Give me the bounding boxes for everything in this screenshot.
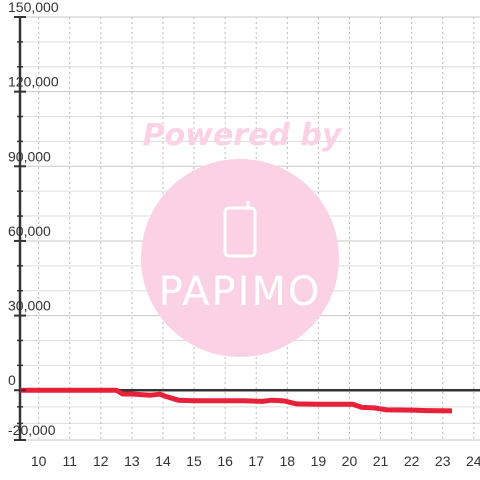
watermark-circle	[141, 159, 339, 357]
x-tick-label: 17	[248, 453, 264, 469]
x-tick-label: 12	[93, 453, 109, 469]
x-tick-label: 24	[466, 453, 480, 469]
x-tick-label: 22	[404, 453, 420, 469]
x-tick-label: 10	[31, 453, 47, 469]
series-line	[20, 387, 453, 414]
y-tick-label: 0	[8, 372, 16, 388]
x-tick-label: 11	[62, 453, 77, 469]
x-tick-label: 18	[280, 453, 296, 469]
y-tick-label: 60,000	[8, 223, 51, 239]
watermark: Powered by PAPIMO	[141, 118, 343, 357]
series-layer	[20, 387, 453, 414]
y-tick-label: 90,000	[8, 148, 51, 164]
y-tick-label: 150,000	[8, 0, 59, 15]
y-tick-label: 30,000	[8, 298, 51, 314]
x-tick-label: 20	[342, 453, 358, 469]
phone-icon	[223, 201, 257, 258]
y-tick-label: -20,000	[8, 422, 56, 438]
x-tick-label: 15	[186, 453, 202, 469]
x-tick-label: 21	[373, 453, 389, 469]
x-tick-label: 14	[155, 453, 171, 469]
x-tick-label: 19	[311, 453, 327, 469]
x-tick-label: 13	[124, 453, 140, 469]
watermark-text: Powered by	[143, 118, 343, 153]
x-tick-label: 16	[217, 453, 233, 469]
y-tick-label: 120,000	[8, 74, 59, 90]
x-tick-label: 23	[435, 453, 451, 469]
watermark-logo-text: PAPIMO	[159, 269, 322, 315]
tick-labels: -20,000 0 30,000 60,000 90,000 120,000 150,000…	[8, 0, 480, 469]
